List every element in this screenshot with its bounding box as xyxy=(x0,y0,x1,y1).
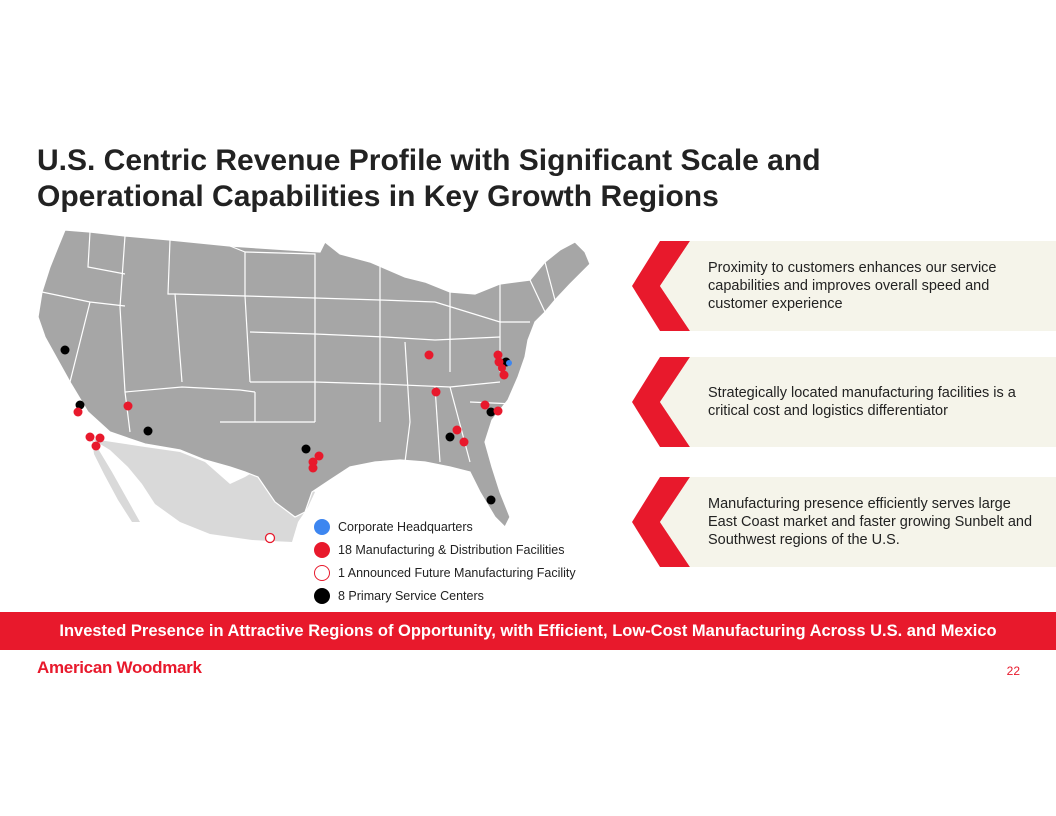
service-center-marker xyxy=(486,495,496,505)
callout-text: Proximity to customers enhances our serv… xyxy=(708,260,997,312)
page-number: 22 xyxy=(1006,664,1020,678)
service-center-marker xyxy=(75,400,85,410)
manufacturing-marker xyxy=(480,400,490,410)
map-legend: Corporate Headquarters 18 Manufacturing … xyxy=(314,515,604,607)
service-center-marker xyxy=(445,432,455,442)
service-center-marker xyxy=(60,345,70,355)
bottom-banner: Invested Presence in Attractive Regions … xyxy=(0,612,1056,650)
company-logo: American Woodmark xyxy=(37,658,202,677)
manufacturing-marker xyxy=(91,441,101,451)
manufacturing-marker xyxy=(73,407,83,417)
callout-proximity: Proximity to customers enhances our serv… xyxy=(632,241,1056,331)
manufacturing-marker xyxy=(493,350,503,360)
manufacturing-marker xyxy=(459,437,469,447)
manufacturing-marker xyxy=(308,463,318,473)
manufacturing-markers xyxy=(73,350,509,473)
callout-manufacturing-presence: Manufacturing presence efficiently serve… xyxy=(632,477,1056,567)
future-facility-marker xyxy=(264,532,276,544)
service-center-marker xyxy=(486,407,496,417)
legend-label: Corporate Headquarters xyxy=(338,519,473,534)
manufacturing-marker xyxy=(498,364,506,372)
legend-item-hq: Corporate Headquarters xyxy=(314,515,604,538)
callout-text: Manufacturing presence efficiently serve… xyxy=(708,496,1033,548)
us-map xyxy=(37,229,591,544)
page-title: U.S. Centric Revenue Profile with Signif… xyxy=(37,143,937,215)
legend-label: 8 Primary Service Centers xyxy=(338,588,484,603)
manufacturing-marker xyxy=(431,387,441,397)
legend-item-future: 1 Announced Future Manufacturing Facilit… xyxy=(314,561,604,584)
legend-item-manufacturing: 18 Manufacturing & Distribution Faciliti… xyxy=(314,538,604,561)
state-borders xyxy=(41,231,556,463)
black-dot-icon xyxy=(314,587,330,604)
manufacturing-marker xyxy=(452,425,462,435)
title-line-1: U.S. Centric Revenue Profile with Signif… xyxy=(37,144,821,177)
manufacturing-marker xyxy=(85,432,95,442)
callout-chevron-icon xyxy=(632,357,1056,447)
manufacturing-marker xyxy=(424,350,434,360)
callout-chevron-icon xyxy=(632,477,1056,567)
callout-chevron-icon xyxy=(632,241,1056,331)
hollow-red-dot-icon xyxy=(314,564,330,581)
service-center-marker xyxy=(143,426,153,436)
title-line-2: Operational Capabilities in Key Growth R… xyxy=(37,180,719,213)
callout-text: Strategically located manufacturing faci… xyxy=(708,385,1016,419)
service-center-marker xyxy=(301,444,311,454)
corporate-hq-marker xyxy=(506,360,512,366)
service-center-markers xyxy=(60,345,511,505)
manufacturing-marker xyxy=(123,401,133,411)
legend-label: 1 Announced Future Manufacturing Facilit… xyxy=(338,565,576,580)
callout-strategic-location: Strategically located manufacturing faci… xyxy=(632,357,1056,447)
blue-dot-icon xyxy=(314,518,330,535)
red-dot-icon xyxy=(314,541,330,558)
manufacturing-marker xyxy=(499,370,509,380)
us-landmass xyxy=(37,229,591,529)
legend-label: 18 Manufacturing & Distribution Faciliti… xyxy=(338,542,565,557)
manufacturing-marker xyxy=(95,433,105,443)
manufacturing-marker xyxy=(314,451,324,461)
manufacturing-marker xyxy=(493,406,503,416)
mexico-landmass xyxy=(92,439,315,542)
legend-item-service: 8 Primary Service Centers xyxy=(314,584,604,607)
